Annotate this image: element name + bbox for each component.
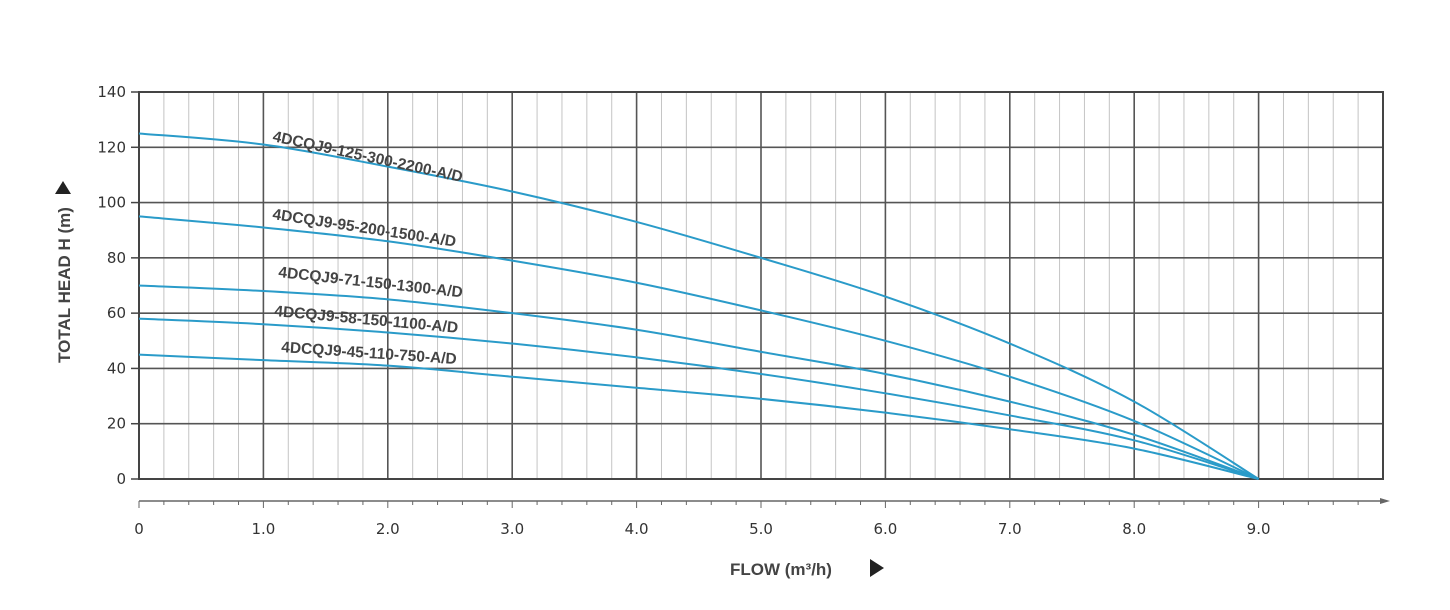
series-label: 4DCQJ9-125-300-2200-A/D [271, 128, 464, 186]
series-group [138, 132, 1260, 480]
y-tick-label: 40 [107, 359, 126, 377]
x-tick-label: 7.0 [998, 520, 1022, 538]
y-axis-label: TOTAL HEAD H (m) [55, 207, 74, 363]
series-line [138, 353, 1259, 480]
tick-labels: 0 20 40 60 80 100 120 140 0 1.0 2.0 3.0 4.0 5.0 6.0 7.0… [97, 83, 1270, 538]
x-tick-label: 4.0 [625, 520, 649, 538]
series-label: 4DCQJ9-71-150-1300-A/D [278, 264, 464, 301]
series-line [138, 132, 1260, 480]
x-tick-label: 8.0 [1122, 520, 1146, 538]
y-tick-label: 80 [107, 249, 126, 267]
x-tick-label: 5.0 [749, 520, 773, 538]
series-line [138, 284, 1259, 480]
x-axis-arrow-icon [870, 559, 884, 577]
y-tick-label: 60 [107, 304, 126, 322]
series-line [138, 215, 1260, 480]
y-tick-label: 100 [97, 194, 126, 212]
series-label: 4DCQJ9-95-200-1500-A/D [271, 206, 457, 251]
y-tick-label: 20 [107, 415, 126, 433]
x-tick-label: 1.0 [251, 520, 275, 538]
y-tick-label: 120 [97, 138, 126, 156]
x-tick-label: 3.0 [500, 520, 524, 538]
series-line [138, 317, 1259, 480]
x-tick-label: 6.0 [873, 520, 897, 538]
x-tick-label: 2.0 [376, 520, 400, 538]
axes [131, 91, 1390, 508]
y-tick-label: 0 [116, 470, 126, 488]
y-axis-arrow-icon [55, 181, 71, 194]
y-tick-label: 140 [97, 83, 126, 101]
x-axis-end-arrow-icon [1380, 498, 1390, 504]
x-tick-label: 9.0 [1247, 520, 1271, 538]
x-tick-label: 0 [134, 520, 144, 538]
x-axis-label: FLOW (m³/h) [730, 560, 832, 579]
